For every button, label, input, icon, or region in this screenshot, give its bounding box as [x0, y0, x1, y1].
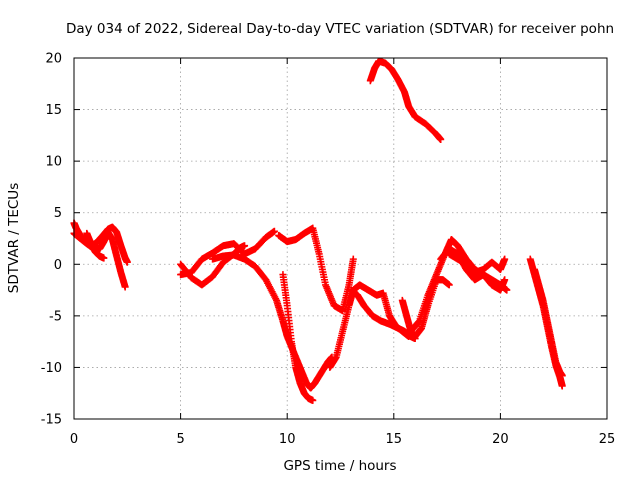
y-tick-label: -10 [41, 361, 62, 376]
data-point [501, 255, 509, 263]
data-point [503, 286, 511, 294]
series-arc-8 [275, 224, 357, 315]
series-arc-17 [531, 265, 566, 380]
y-tick-label: 15 [45, 103, 62, 118]
data-point [437, 135, 445, 143]
series-arc-3 [83, 229, 108, 262]
data-point [558, 372, 566, 380]
y-tick-label: 10 [45, 155, 62, 170]
x-tick-label: 20 [492, 432, 509, 447]
y-tick-label: -15 [41, 413, 62, 428]
data-point [100, 254, 108, 262]
y-tick-label: -5 [49, 309, 62, 324]
y-tick-label: 5 [54, 206, 62, 221]
data-point [501, 276, 509, 284]
data-point [349, 255, 357, 263]
y-axis-label: SDTVAR / TECUs [6, 183, 22, 293]
x-tick-label: 5 [176, 432, 184, 447]
series-arc-15 [445, 250, 509, 277]
data-point [558, 382, 566, 390]
x-axis-ticks: 0 5 10 15 20 25 [70, 58, 615, 447]
x-tick-label: 10 [279, 432, 296, 447]
series-arc-7 [279, 271, 317, 404]
series-arc-6 [209, 251, 336, 392]
x-tick-label: 25 [599, 432, 616, 447]
series-arc-11 [366, 57, 445, 143]
grid [74, 58, 607, 419]
data-point [123, 258, 131, 266]
y-axis-ticks: -15 -10 -5 0 5 10 15 20 [41, 52, 607, 428]
data-point [445, 281, 453, 289]
plot-frame [73, 57, 608, 420]
y-tick-label: 20 [45, 52, 62, 67]
y-tick-label: 0 [54, 258, 62, 273]
data-point [270, 227, 278, 235]
series-arc-10 [347, 286, 419, 343]
x-tick-label: 0 [70, 432, 78, 447]
data-marks [70, 57, 566, 404]
data-point [309, 396, 317, 404]
data-point [121, 283, 129, 291]
x-axis-label: GPS time / hours [283, 458, 396, 474]
x-tick-label: 15 [386, 432, 403, 447]
chart-title: Day 034 of 2022, Sidereal Day-to-day VTE… [66, 21, 614, 37]
series-arc-5 [177, 227, 278, 279]
data-point [241, 242, 249, 250]
